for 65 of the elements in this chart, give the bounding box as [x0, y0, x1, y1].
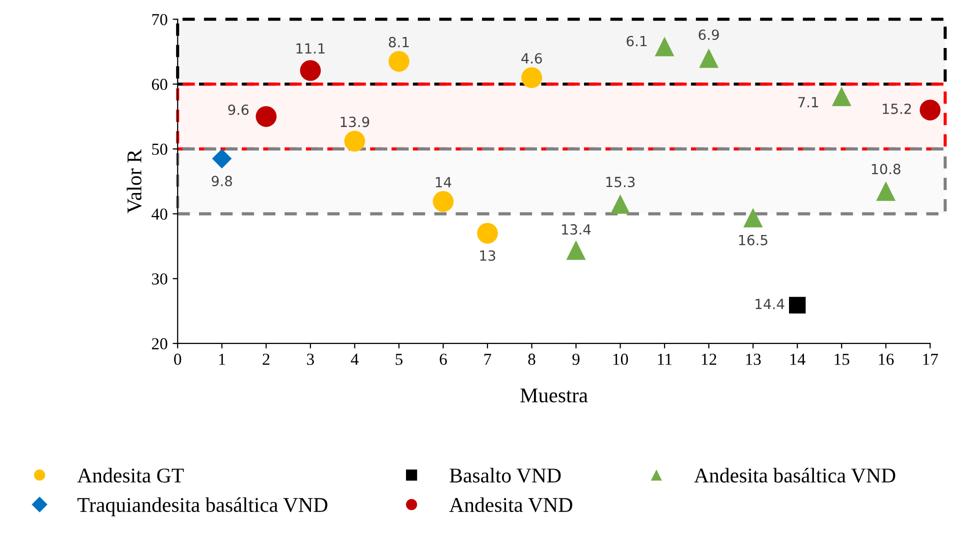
point	[832, 86, 852, 106]
point	[789, 296, 806, 314]
annotation: 13	[480, 250, 496, 261]
point	[566, 240, 586, 260]
y-tick-label: 40	[152, 208, 168, 220]
point	[521, 67, 542, 88]
y-tick-label: 20	[152, 338, 168, 350]
annotation: 14	[436, 177, 452, 188]
point	[344, 130, 366, 152]
annotation: 13.4	[562, 224, 591, 235]
x-tick-label: 1	[219, 354, 226, 365]
annotation: 15.3	[606, 176, 635, 188]
point	[256, 106, 277, 127]
x-tick-label: 7	[484, 354, 492, 365]
x-tick-label: 6	[440, 354, 447, 365]
x-tick-label: 4	[350, 354, 359, 365]
point	[743, 208, 763, 228]
x-tick-label: 11	[658, 354, 672, 365]
point	[388, 50, 410, 72]
annotation: 13.9	[340, 116, 370, 128]
x-tick-label: 9	[572, 354, 580, 365]
annotation: 6.1	[626, 36, 647, 46]
point	[699, 48, 719, 68]
x-tick-label: 16	[878, 354, 894, 365]
point	[477, 222, 498, 244]
x-tick-label: 2	[262, 354, 270, 365]
annotation: 9.6	[228, 104, 249, 115]
legend-label: Basalto VND	[450, 468, 561, 483]
x-tick-label: 0	[174, 354, 182, 365]
x-tick-label: 14	[790, 354, 806, 365]
x-tick-label: 12	[702, 354, 716, 365]
point	[432, 191, 454, 212]
y-tick-label: 30	[152, 273, 168, 285]
annotation: 16.5	[739, 234, 768, 246]
x-axis-title: Muestra	[520, 388, 588, 402]
y-tick-label: 60	[152, 78, 168, 90]
annotation: 7.1	[798, 97, 818, 108]
point	[610, 194, 630, 214]
x-tick-label: 15	[834, 354, 850, 365]
y-axis-title: Valor R	[126, 149, 142, 214]
y-tick-label: 50	[152, 144, 168, 155]
x-tick-label: 3	[307, 354, 314, 365]
annotation: 9.8	[212, 176, 232, 186]
annotation: 4.6	[521, 53, 542, 64]
annotation: 15.2	[882, 104, 911, 114]
point	[300, 60, 321, 81]
x-tick-label: 10	[613, 354, 628, 365]
legend-label: Andesita VND	[449, 497, 572, 512]
x-tick-label: 8	[528, 354, 536, 365]
annotation: 10.8	[872, 164, 900, 174]
legend-label: Andesita GT	[77, 468, 184, 483]
x-tick-label: 5	[396, 354, 402, 365]
x-tick-label: 13	[746, 354, 761, 365]
legend-label: Traquiandesita basáltica VND	[77, 497, 328, 516]
y-tick-label: 70	[152, 14, 168, 26]
point	[920, 100, 941, 120]
annotation: 14.4	[756, 298, 784, 310]
x-tick-label: 17	[923, 354, 938, 365]
annotation: 8.1	[388, 36, 409, 48]
annotation: 6.9	[698, 29, 719, 40]
legend-label: Andesita basáltica VND	[694, 468, 896, 483]
annotation: 11.1	[296, 43, 325, 54]
point	[212, 148, 232, 168]
point	[654, 36, 674, 56]
point	[876, 181, 896, 201]
